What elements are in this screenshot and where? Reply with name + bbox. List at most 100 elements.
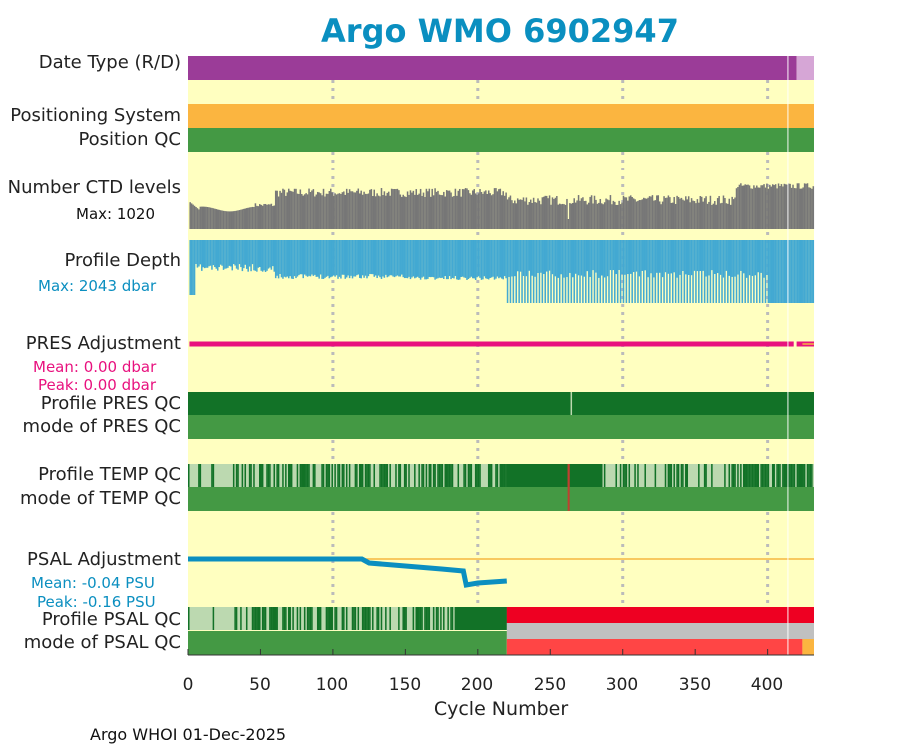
temp-qc-stripe: [345, 464, 348, 487]
ctd-level-bar: [627, 200, 629, 229]
profile-depth-bar: [798, 240, 800, 303]
profile-depth-bar: [301, 240, 303, 275]
profile-depth-bar: [401, 240, 403, 275]
profile-depth-bar: [330, 240, 332, 278]
temp-qc-stripe: [737, 464, 739, 487]
profile-depth-bar: [295, 240, 297, 279]
profile-depth-bar: [274, 240, 277, 279]
psal-adjustment-line: [188, 556, 507, 588]
profile-depth-bar: [403, 240, 406, 279]
psal-qc-stripe: [327, 607, 329, 630]
profile-depth-bar: [811, 240, 813, 303]
ctd-level-bar: [474, 193, 477, 229]
ctd-level-bar: [676, 195, 678, 229]
temp-qc-stripe: [395, 464, 397, 487]
temp-qc-stripe: [379, 464, 381, 487]
ctd-level-bar: [698, 202, 700, 229]
temp-qc-stripe: [724, 464, 726, 487]
profile-depth-bar: [470, 240, 473, 277]
psal-qc-stripe: [398, 607, 400, 630]
data-lines: [188, 56, 814, 655]
temp-qc-stripe: [321, 464, 323, 487]
psal-qc-stripe: [285, 607, 287, 630]
ctd-level-bar: [566, 198, 568, 229]
ctd-level-bar: [715, 204, 717, 229]
temp-qc-stripe: [782, 464, 784, 487]
psal-qc-stripe: [335, 607, 338, 630]
ctd-level-bar: [219, 210, 222, 229]
profile-depth-bar: [454, 240, 457, 277]
psal-qc-stripe: [364, 607, 367, 630]
profile-depth-bar: [763, 240, 765, 278]
profile-depth-bar: [756, 240, 758, 303]
ctd-level-bar: [463, 189, 465, 229]
ctd-level-bar: [383, 191, 386, 229]
ctd-level-bar: [574, 202, 577, 229]
profile-depth-bar: [427, 240, 429, 279]
psal-qc-stripe: [363, 607, 365, 630]
ctd-level-bar: [538, 200, 541, 229]
ctd-level-bar: [811, 188, 813, 229]
profile-depth-bar: [479, 240, 481, 278]
ctd-level-bar: [327, 193, 329, 229]
profile-depth-bar: [502, 240, 504, 280]
profile-depth-bar: [541, 240, 544, 303]
temp-qc-stripe: [751, 464, 754, 487]
x-tick-250: 250: [533, 675, 567, 695]
profile-depth-bar: [711, 240, 713, 271]
ctd-level-bar: [263, 203, 265, 229]
ctd-level-bar: [369, 189, 371, 229]
temp-qc-stripe: [235, 464, 238, 487]
temp-qc-stripe: [806, 464, 809, 487]
profile-depth-bar: [587, 240, 590, 303]
ctd-level-bar: [553, 198, 555, 229]
temp-qc-stripe: [624, 464, 626, 487]
ctd-level-bar: [628, 196, 631, 229]
profile-depth-bar: [232, 240, 235, 265]
profile-depth-bar: [272, 240, 274, 267]
profile-depth-bar: [680, 240, 683, 303]
temp-qc-stripe: [615, 464, 617, 487]
temp-qc-stripe: [314, 464, 316, 487]
temp-qc-stripe: [637, 464, 639, 487]
ctd-level-bar: [629, 195, 632, 229]
profile-depth-bar: [789, 240, 791, 303]
profile-depth-bar: [405, 240, 407, 278]
profile-depth-bar: [737, 240, 739, 275]
profile-depth-bar: [644, 240, 646, 271]
profile-depth-bar: [657, 240, 660, 303]
temp-qc-stripe: [250, 464, 252, 487]
profile-depth-bar: [740, 240, 742, 271]
profile-depth-bar: [282, 240, 284, 279]
ctd-level-bar: [706, 203, 709, 229]
profile-depth-bar: [570, 240, 573, 303]
ctd-level-bar: [456, 195, 458, 229]
profile-depth-bar: [276, 240, 278, 276]
profile-depth-bar: [482, 240, 484, 280]
psal-mean: Mean: -0.04 PSU: [31, 574, 155, 592]
temp-qc-solid: [506, 464, 601, 487]
ctd-level-bar: [785, 184, 787, 229]
psal-qc-stripe: [311, 607, 313, 630]
ctd-level-bar: [401, 196, 403, 229]
ctd-level-bar: [518, 199, 520, 229]
ctd-level-bar: [422, 192, 425, 229]
profile-depth-bar: [345, 240, 348, 278]
temp-qc-stripe: [369, 464, 371, 487]
profile-depth-bar: [398, 240, 400, 277]
temp-qc-stripe: [490, 464, 493, 487]
psal-qc-stripe: [319, 607, 322, 630]
profile-depth-bar: [618, 240, 620, 271]
ctd-level-bar: [311, 190, 313, 229]
ctd-level-bar: [222, 210, 225, 229]
x-tick-50: 50: [249, 675, 271, 695]
profile-depth-bar: [602, 240, 604, 303]
temp-qc-stripe: [799, 464, 802, 487]
profile-depth-bar: [237, 240, 239, 270]
profile-depth-bar: [560, 240, 562, 275]
ctd-level-bar: [380, 188, 383, 229]
ctd-level-bar: [289, 190, 291, 229]
profile-depth-bar: [328, 240, 331, 279]
ctd-level-bar: [647, 197, 649, 229]
profile-depth-bar: [238, 240, 241, 265]
